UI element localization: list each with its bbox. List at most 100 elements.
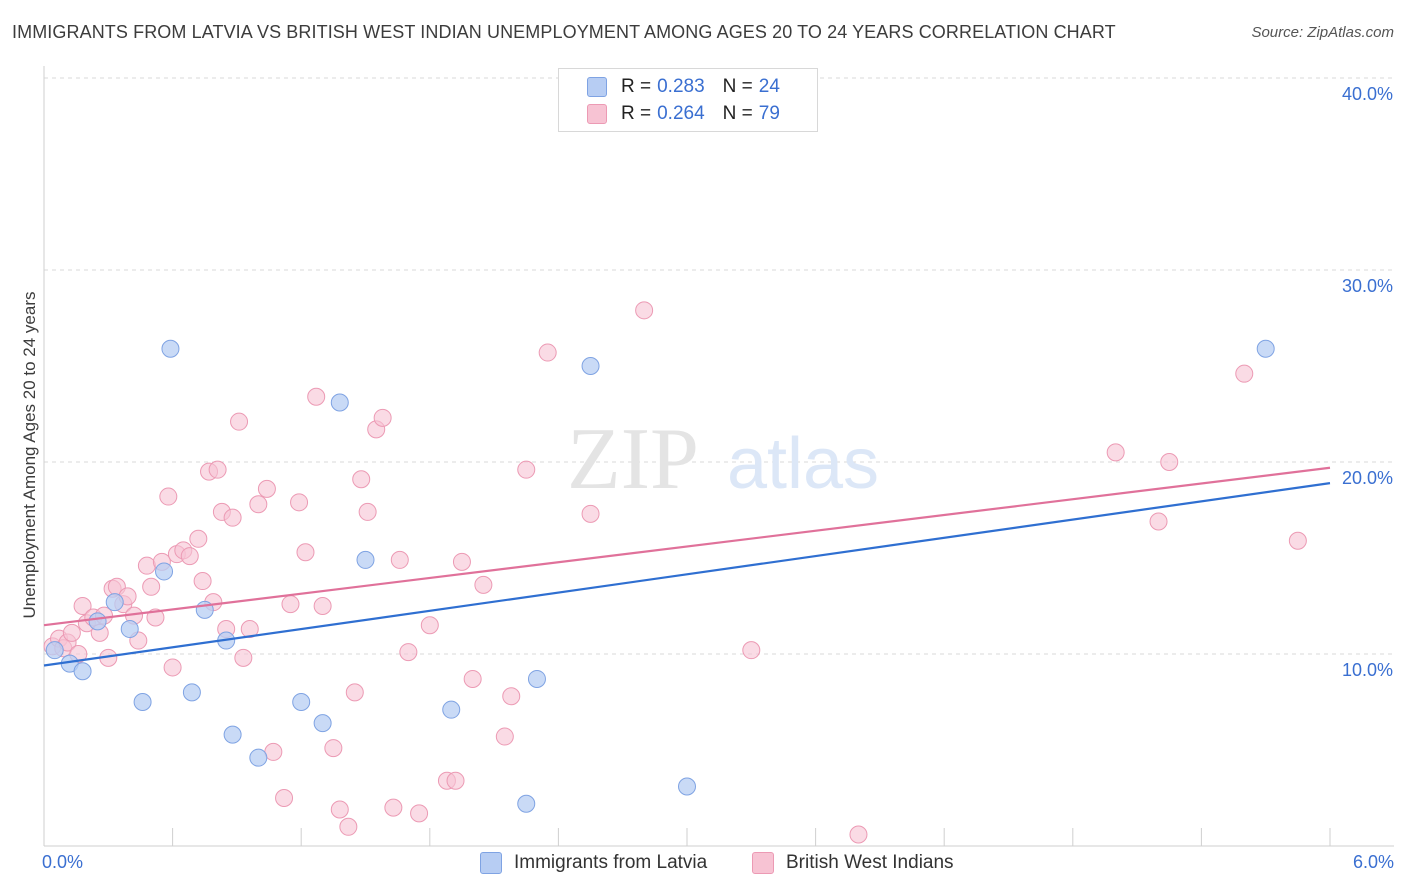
series2-point bbox=[296, 543, 315, 562]
series2-point bbox=[517, 460, 536, 479]
source-label: Source: ZipAtlas.com bbox=[1251, 24, 1394, 41]
series2-point bbox=[193, 572, 212, 591]
series2-point bbox=[1288, 531, 1307, 550]
bottom-legend-swatch-series1 bbox=[480, 852, 502, 874]
series2-point bbox=[495, 727, 514, 746]
series1-point bbox=[313, 714, 332, 733]
series2-point bbox=[230, 412, 249, 431]
series2-point bbox=[420, 616, 439, 635]
legend-r-value-series2: 0.264 bbox=[657, 103, 705, 124]
series1-point bbox=[517, 794, 536, 813]
correlation-legend: R = 0.283 N = 24 R = 0.264 N = 79 bbox=[558, 68, 818, 132]
legend-r-label: R = bbox=[621, 76, 652, 97]
axes bbox=[43, 66, 1394, 847]
series2-point bbox=[234, 648, 253, 667]
legend-n-label: N = bbox=[722, 76, 753, 97]
series2-point bbox=[390, 550, 409, 569]
series1-point bbox=[161, 339, 180, 358]
series2-point bbox=[1235, 364, 1254, 383]
series2-point bbox=[146, 608, 165, 627]
legend-n-value-series2: 79 bbox=[758, 103, 780, 124]
series2-point bbox=[399, 643, 418, 662]
series2-point bbox=[502, 687, 521, 706]
series2-point bbox=[159, 487, 178, 506]
series2-point bbox=[180, 547, 199, 566]
series2-trend-line bbox=[43, 466, 1331, 627]
series2-point bbox=[290, 493, 309, 512]
series2-point bbox=[189, 529, 208, 548]
series1-point bbox=[120, 620, 139, 639]
series1-point bbox=[330, 393, 349, 412]
y-tick-label: 10.0% bbox=[1342, 660, 1393, 680]
series2-point bbox=[358, 502, 377, 521]
series2-point bbox=[1106, 443, 1125, 462]
y-tick-label: 20.0% bbox=[1342, 468, 1393, 488]
series2-point bbox=[474, 575, 493, 594]
series1-point bbox=[182, 683, 201, 702]
y-tick-labels: 10.0% 20.0% 30.0% 40.0% bbox=[1342, 84, 1393, 680]
series2-point bbox=[208, 460, 227, 479]
series2-point bbox=[581, 504, 600, 523]
legend-row-series2: R = 0.264 N = 79 bbox=[587, 102, 780, 126]
series1-point bbox=[678, 777, 696, 796]
series2-point bbox=[373, 408, 392, 427]
series2-point bbox=[635, 301, 654, 320]
x-tick-label-max: 6.0% bbox=[1352, 852, 1394, 872]
series2-point bbox=[330, 800, 349, 819]
series1-point bbox=[73, 662, 92, 681]
y-tick-label: 30.0% bbox=[1342, 276, 1393, 296]
series2-point bbox=[339, 817, 358, 836]
series1-point bbox=[292, 693, 311, 711]
series2-point bbox=[1149, 512, 1168, 531]
bottom-legend-series2: British West Indians bbox=[752, 852, 954, 874]
series1-point bbox=[133, 693, 152, 711]
legend-r-value-series1: 0.283 bbox=[657, 76, 705, 97]
series2-point bbox=[345, 683, 364, 702]
series2-point bbox=[313, 597, 332, 615]
series1-points bbox=[45, 339, 1275, 813]
series1-point bbox=[105, 593, 124, 612]
watermark: ZIP atlas bbox=[567, 411, 879, 508]
series2-point bbox=[1160, 453, 1179, 471]
bottom-legend-label-series1: Immigrants from Latvia bbox=[514, 852, 708, 873]
watermark-zip: ZIP bbox=[567, 411, 699, 508]
y-tick-label: 40.0% bbox=[1342, 84, 1393, 104]
series2-point bbox=[240, 620, 259, 639]
gridlines bbox=[44, 77, 1394, 655]
legend-r-label: R = bbox=[621, 103, 652, 124]
series2-point bbox=[137, 556, 156, 575]
series2-point bbox=[307, 387, 326, 406]
series1-point bbox=[356, 550, 375, 569]
series2-point bbox=[142, 577, 161, 596]
series1-point bbox=[45, 641, 64, 660]
series2-point bbox=[849, 825, 868, 844]
series1-point bbox=[581, 357, 600, 375]
series2-point bbox=[352, 470, 371, 489]
series1-point bbox=[155, 562, 174, 581]
series2-point bbox=[163, 658, 182, 677]
series2-point bbox=[538, 343, 557, 362]
series2-point bbox=[281, 595, 300, 614]
watermark-atlas: atlas bbox=[727, 424, 879, 504]
series2-point bbox=[223, 508, 242, 527]
series2-point bbox=[73, 597, 92, 615]
series1-point bbox=[223, 725, 242, 744]
series1-point bbox=[88, 612, 107, 631]
legend-row-series1: R = 0.283 N = 24 bbox=[587, 75, 780, 99]
legend-swatch-series1 bbox=[587, 77, 607, 97]
series2-point bbox=[384, 798, 403, 817]
series2-point bbox=[463, 669, 482, 688]
y-axis-title: Unemployment Among Ages 20 to 24 years bbox=[20, 291, 39, 619]
series1-trend-line bbox=[43, 482, 1331, 667]
legend-n-value-series1: 24 bbox=[758, 76, 780, 97]
bottom-legend-swatch-series2 bbox=[752, 852, 774, 874]
legend-n-label: N = bbox=[722, 103, 753, 124]
trend-lines bbox=[43, 466, 1331, 667]
x-tick-label-min: 0.0% bbox=[42, 852, 84, 872]
series2-point bbox=[62, 623, 81, 642]
chart-title: IMMIGRANTS FROM LATVIA VS BRITISH WEST I… bbox=[12, 22, 1116, 42]
series2-point bbox=[324, 739, 343, 758]
bottom-legend-series1: Immigrants from Latvia bbox=[480, 852, 707, 874]
series1-point bbox=[1256, 339, 1275, 358]
